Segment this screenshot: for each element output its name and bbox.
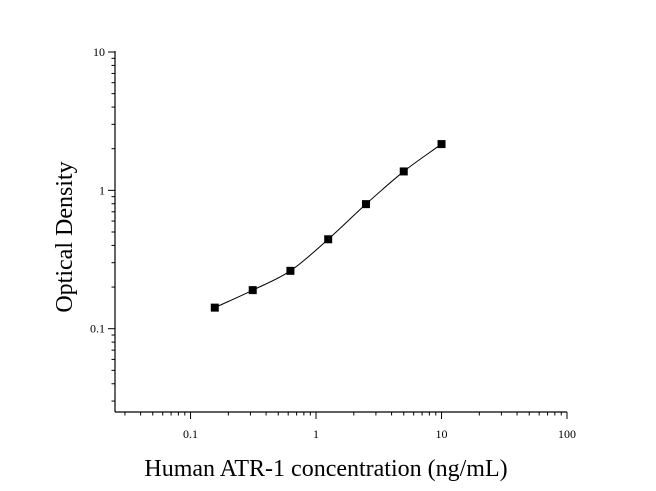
data-point-marker	[399, 167, 408, 176]
x-tick-label: 100	[558, 427, 576, 441]
ticks: 0.1 1 10 100 0.1 1 10	[90, 45, 576, 441]
x-tick-label: 10	[436, 427, 448, 441]
data-point-marker	[437, 140, 446, 149]
x-tick-label: 0.1	[183, 427, 198, 441]
y-tick-label: 1	[99, 183, 105, 197]
x-axis-title: Human ATR-1 concentration (ng/mL)	[144, 456, 507, 482]
data-points	[210, 140, 446, 312]
axes	[114, 51, 567, 413]
data-point-marker	[361, 200, 370, 209]
y-tick-label: 10	[93, 45, 105, 59]
data-point-marker	[324, 235, 333, 244]
data-point-marker	[210, 303, 219, 312]
data-point-marker	[248, 286, 257, 295]
x-tick-label: 1	[313, 427, 319, 441]
data-point-marker	[286, 266, 295, 275]
y-axis-title: Optical Density	[52, 161, 78, 312]
y-tick-label: 0.1	[90, 322, 105, 336]
